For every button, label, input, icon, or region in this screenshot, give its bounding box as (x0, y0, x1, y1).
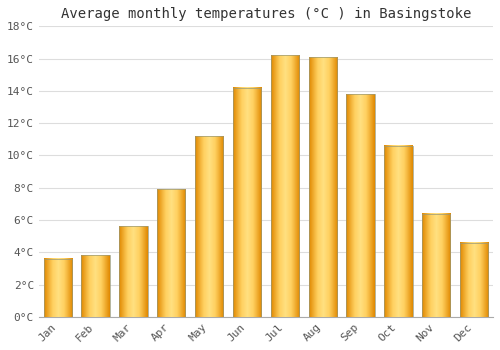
Bar (82, 256, 110, 317)
Bar (233, 88, 261, 317)
Bar (308, 57, 337, 317)
Bar (44, 259, 72, 317)
Bar (270, 55, 299, 317)
Title: Average monthly temperatures (°C ) in Basingstoke: Average monthly temperatures (°C ) in Ba… (60, 7, 471, 21)
Bar (157, 189, 186, 317)
Bar (422, 214, 450, 317)
Bar (460, 243, 488, 317)
Bar (346, 94, 375, 317)
Bar (119, 226, 148, 317)
Bar (384, 146, 412, 317)
Bar (195, 136, 224, 317)
